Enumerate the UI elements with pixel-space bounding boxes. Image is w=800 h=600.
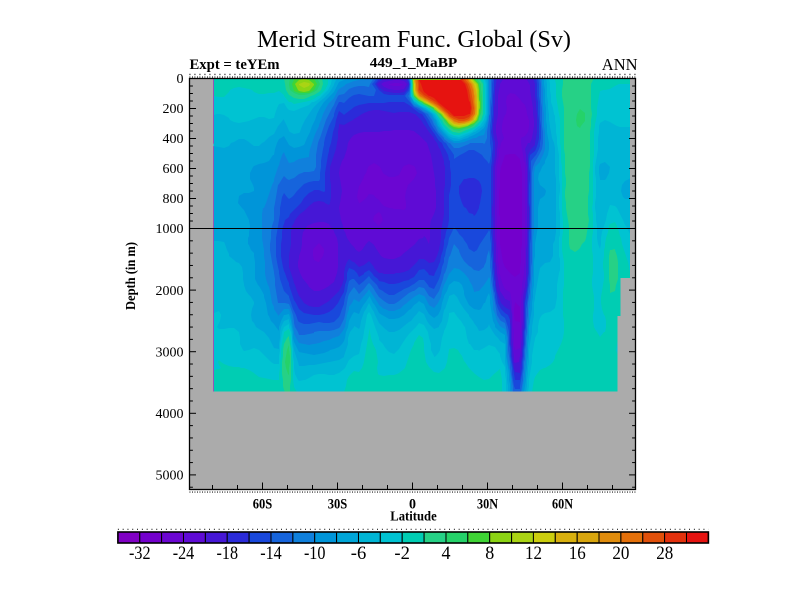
svg-text:800: 800: [163, 192, 184, 207]
svg-text:4: 4: [442, 544, 451, 564]
svg-text:-32: -32: [129, 544, 151, 564]
svg-text:16: 16: [569, 544, 586, 564]
svg-text:Merid Stream Func. Global (Sv): Merid Stream Func. Global (Sv): [257, 26, 571, 53]
svg-text:Depth (in m): Depth (in m): [123, 242, 138, 310]
svg-text:-2: -2: [394, 544, 410, 564]
svg-text:-18: -18: [217, 544, 239, 564]
svg-text:0: 0: [177, 72, 184, 87]
svg-text:20: 20: [612, 544, 629, 564]
svg-text:Expt = teYEm: Expt = teYEm: [190, 57, 280, 73]
svg-text:-14: -14: [260, 544, 282, 564]
svg-text:8: 8: [485, 544, 494, 564]
svg-text:600: 600: [163, 162, 184, 177]
svg-text:1000: 1000: [156, 222, 184, 237]
svg-text:2000: 2000: [156, 284, 184, 299]
svg-text:28: 28: [656, 544, 673, 564]
svg-text:3000: 3000: [156, 345, 184, 360]
svg-text:400: 400: [163, 132, 184, 147]
svg-text:60N: 60N: [552, 497, 573, 513]
svg-text:30N: 30N: [477, 497, 498, 513]
svg-text:-10: -10: [304, 544, 326, 564]
svg-text:ANN: ANN: [602, 55, 638, 74]
svg-text:4000: 4000: [156, 407, 184, 422]
svg-text:Latitude: Latitude: [390, 509, 437, 524]
svg-text:0: 0: [409, 497, 416, 513]
svg-text:12: 12: [525, 544, 542, 564]
svg-text:30S: 30S: [328, 497, 348, 513]
svg-text:449_1_MaBP: 449_1_MaBP: [370, 55, 458, 70]
svg-text:-24: -24: [173, 544, 195, 564]
svg-text:60S: 60S: [253, 497, 273, 513]
svg-text:5000: 5000: [156, 469, 184, 484]
svg-text:-6: -6: [351, 544, 367, 564]
svg-text:200: 200: [163, 102, 184, 117]
